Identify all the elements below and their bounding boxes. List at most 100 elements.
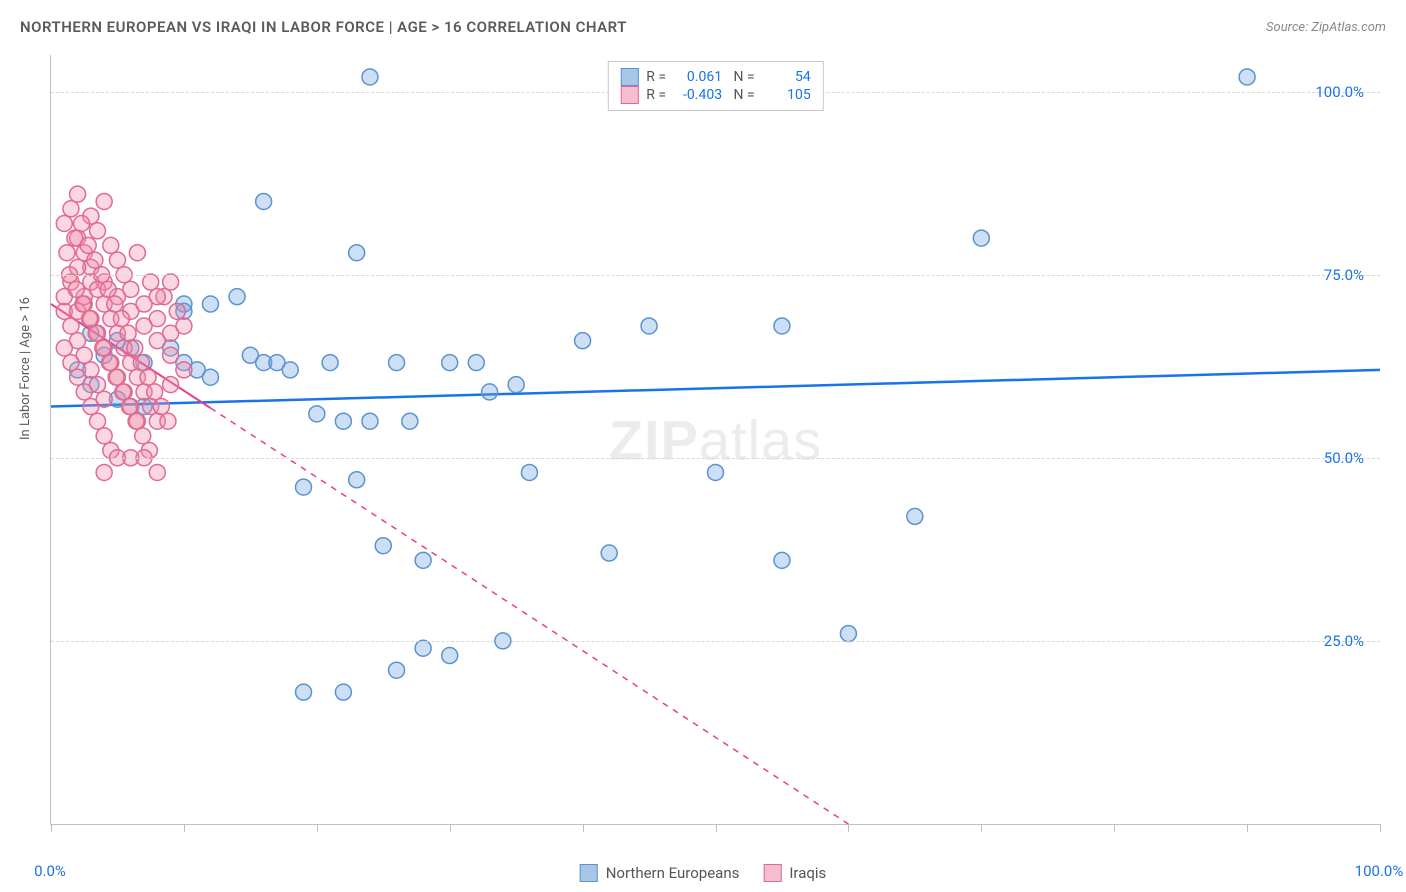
data-point [601,545,617,561]
sample-size-value: 54 [763,69,811,85]
data-point [442,355,458,371]
data-point [63,355,79,371]
data-point [149,464,165,480]
legend-item: Iraqis [763,864,826,882]
data-point [96,428,112,444]
data-point [774,552,790,568]
legend-swatch-icon [620,68,638,86]
data-point [127,340,143,356]
data-point [115,384,131,400]
data-point [88,325,104,341]
data-point [70,186,86,202]
plot-area: R = 0.061 N = 54 R = -0.403 N = 105 ZIPa… [50,55,1380,825]
data-point [74,215,90,231]
data-point [708,464,724,480]
data-point [133,355,149,371]
data-point [108,369,124,385]
data-point [149,311,165,327]
data-point [87,252,103,268]
data-point [96,464,112,480]
data-point [100,281,116,297]
data-point [389,662,405,678]
data-point [96,193,112,209]
data-point [76,384,92,400]
data-point [296,684,312,700]
data-point [256,193,272,209]
trend-line [51,370,1380,407]
data-point [389,355,405,371]
sample-size-value: 105 [763,87,811,103]
y-tick-label: 100.0% [1315,83,1364,101]
data-point [160,413,176,429]
data-point [202,296,218,312]
data-point [68,281,84,297]
data-point [176,318,192,334]
data-point [80,237,96,253]
data-point [147,384,163,400]
stat-label: N = [730,69,755,85]
scatter-plot-svg [51,55,1380,824]
data-point [442,648,458,664]
x-tick [51,824,52,832]
data-point [153,399,169,415]
data-point [415,640,431,656]
data-point [402,413,418,429]
data-point [907,508,923,524]
x-tick [184,824,185,832]
x-tick [1247,824,1248,832]
data-point [973,230,989,246]
data-point [1239,69,1255,85]
legend-row: R = 0.061 N = 54 [620,68,810,86]
data-point [113,311,129,327]
data-point [508,377,524,393]
gridline [51,641,1380,642]
data-point [163,377,179,393]
data-point [90,223,106,239]
data-point [282,362,298,378]
data-point [135,428,151,444]
data-point [75,296,91,312]
data-point [143,274,159,290]
legend-swatch-icon [580,864,598,882]
data-point [169,303,185,319]
legend-item: Northern Europeans [580,864,740,882]
data-point [149,289,165,305]
data-point [362,69,378,85]
y-tick-label: 25.0% [1324,632,1364,650]
source-attribution: Source: ZipAtlas.com [1266,20,1386,35]
data-point [362,413,378,429]
data-point [309,406,325,422]
x-tick [1114,824,1115,832]
chart-title: NORTHERN EUROPEAN VS IRAQI IN LABOR FORC… [20,18,627,36]
data-point [335,684,351,700]
data-point [349,472,365,488]
data-point [56,215,72,231]
data-point [83,399,99,415]
data-point [103,237,119,253]
data-point [95,340,111,356]
legend-label: Iraqis [789,864,826,882]
data-point [229,289,245,305]
stat-label: R = [646,87,666,103]
data-point [140,369,156,385]
y-tick-label: 50.0% [1324,449,1364,467]
data-point [109,252,125,268]
series-legend: Northern Europeans Iraqis [580,864,827,882]
data-point [101,355,117,371]
data-point [123,281,139,297]
data-point [335,413,351,429]
legend-label: Northern Europeans [606,864,740,882]
correlation-value: 0.061 [674,69,722,85]
data-point [90,413,106,429]
data-point [107,296,123,312]
data-point [641,318,657,334]
data-point [163,274,179,290]
stat-label: N = [730,87,755,103]
data-point [163,347,179,363]
gridline [51,458,1380,459]
correlation-value: -0.403 [674,87,722,103]
gridline [51,275,1380,276]
data-point [128,413,144,429]
data-point [840,626,856,642]
data-point [63,201,79,217]
